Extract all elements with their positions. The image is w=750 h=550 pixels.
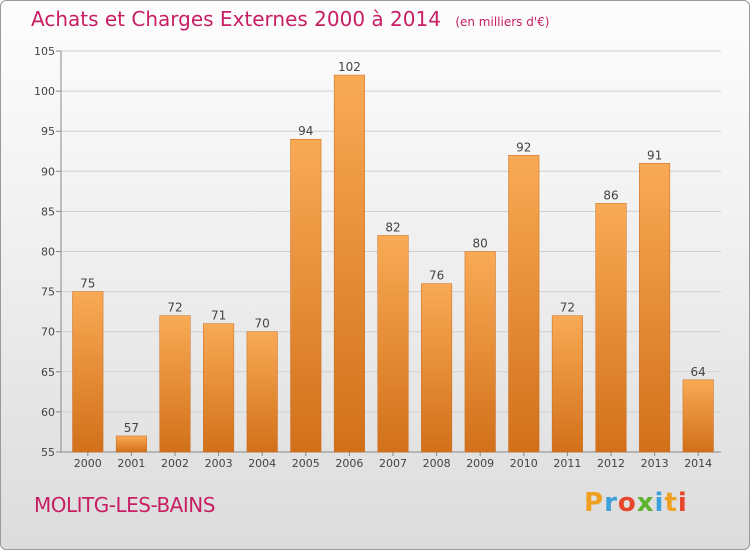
data-label: 102 xyxy=(338,60,361,74)
bar-2014 xyxy=(682,379,714,453)
x-tick-label: 2010 xyxy=(510,457,538,470)
x-tick-label: 2012 xyxy=(597,457,625,470)
bar-2008 xyxy=(421,283,453,453)
y-tick-label: 85 xyxy=(41,205,55,218)
y-tick-label: 100 xyxy=(34,85,55,98)
city-name: MOLITG-LES-BAINS xyxy=(34,493,215,517)
bar-2001 xyxy=(115,435,147,453)
bar-2006 xyxy=(333,74,365,453)
data-label: 64 xyxy=(691,365,706,379)
data-label: 86 xyxy=(603,188,618,202)
data-label: 82 xyxy=(385,220,400,234)
y-tick-label: 75 xyxy=(41,286,55,299)
bar-2000 xyxy=(72,291,104,453)
x-tick-label: 2011 xyxy=(553,457,581,470)
y-tick-label: 65 xyxy=(41,366,55,379)
bar-2011 xyxy=(551,315,583,453)
bar-2004 xyxy=(246,331,278,453)
chart-title-text: Achats et Charges Externes 2000 à 2014 xyxy=(31,7,441,31)
data-label: 76 xyxy=(429,269,444,283)
bar-2010 xyxy=(508,155,540,453)
x-tick-label: 2014 xyxy=(684,457,712,470)
x-tick-label: 2013 xyxy=(641,457,669,470)
y-tick-label: 95 xyxy=(41,125,55,138)
y-tick-label: 60 xyxy=(41,406,55,419)
bar-2013 xyxy=(639,163,671,453)
data-label: 57 xyxy=(124,421,139,435)
bar-2012 xyxy=(595,203,627,453)
data-label: 72 xyxy=(167,301,182,315)
data-label: 80 xyxy=(473,237,488,251)
data-label: 91 xyxy=(647,148,662,162)
x-tick-label: 2001 xyxy=(117,457,145,470)
y-tick-label: 90 xyxy=(41,165,55,178)
y-tick-label: 70 xyxy=(41,326,55,339)
y-tick-label: 105 xyxy=(34,45,55,58)
x-tick-label: 2004 xyxy=(248,457,276,470)
data-label: 92 xyxy=(516,140,531,154)
data-label: 71 xyxy=(211,309,226,323)
x-tick-label: 2005 xyxy=(292,457,320,470)
x-tick-label: 2009 xyxy=(466,457,494,470)
chart-unit-label: (en milliers d'€) xyxy=(455,15,550,29)
bar-2009 xyxy=(464,251,496,453)
labels: 55 60 65 70 75 80 85 90 95 100 105 75 2000 57 2001 72 20… xyxy=(34,45,712,470)
y-tick-label: 80 xyxy=(41,246,55,259)
x-tick-label: 2008 xyxy=(423,457,451,470)
bar-2005 xyxy=(290,138,322,453)
x-tick-label: 2006 xyxy=(335,457,363,470)
data-label: 72 xyxy=(560,301,575,315)
data-label: 75 xyxy=(80,277,95,291)
data-label: 94 xyxy=(298,124,313,138)
bar-2007 xyxy=(377,235,409,453)
proxiti-logo[interactable]: Proxiti xyxy=(584,488,688,518)
bars xyxy=(72,74,714,453)
x-tick-label: 2000 xyxy=(74,457,102,470)
y-tick-label: 55 xyxy=(41,446,55,459)
x-tick-label: 2003 xyxy=(205,457,233,470)
chart-title: Achats et Charges Externes 2000 à 2014 (… xyxy=(31,7,549,31)
x-tick-label: 2002 xyxy=(161,457,189,470)
x-tick-label: 2007 xyxy=(379,457,407,470)
bar-2002 xyxy=(159,315,191,453)
bar-2003 xyxy=(203,323,235,453)
data-label: 70 xyxy=(255,317,270,331)
